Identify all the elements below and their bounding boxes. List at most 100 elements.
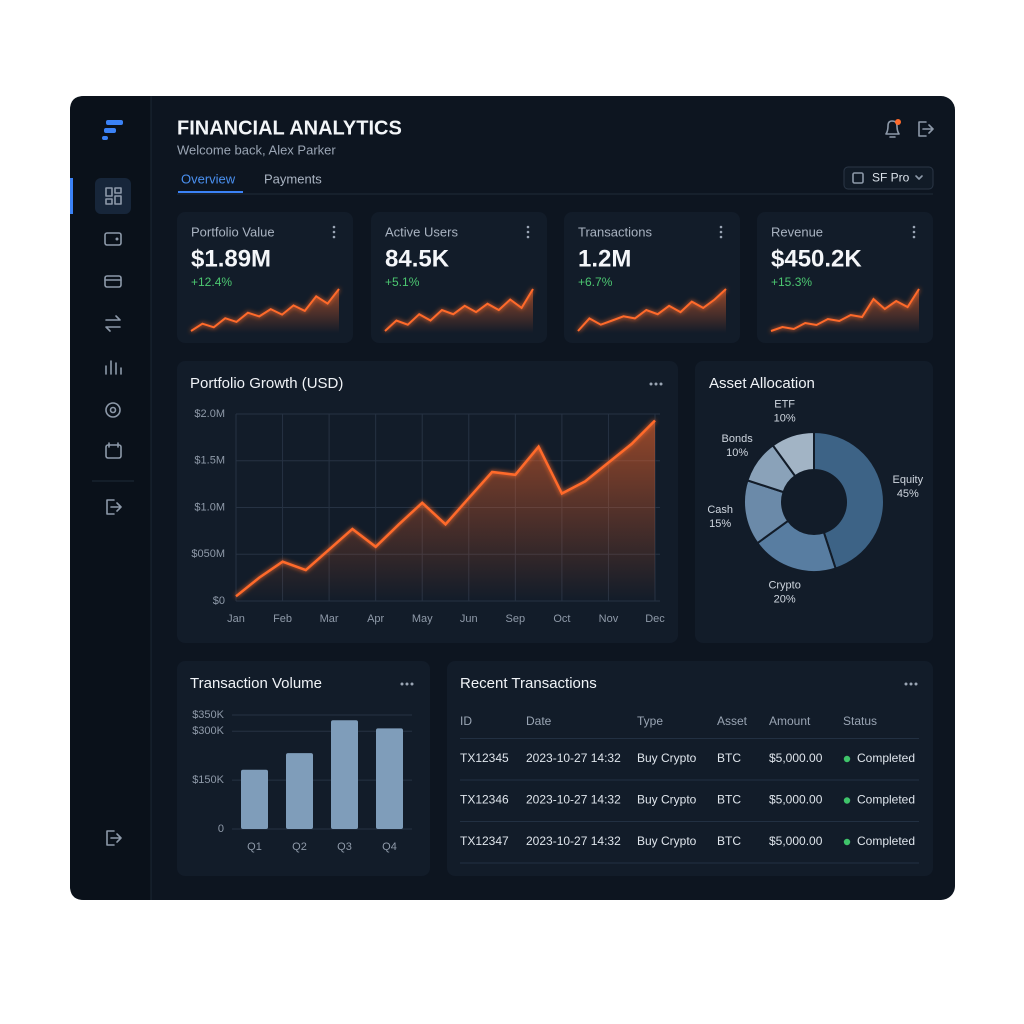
x-tick-label: Q1: [247, 841, 262, 853]
y-tick-label: $1.0M: [194, 501, 225, 513]
y-tick-label: $300K: [192, 725, 224, 737]
kpi-menu-dot[interactable]: [719, 230, 723, 234]
kpi-label: Revenue: [771, 224, 823, 239]
tab[interactable]: Overview: [181, 171, 236, 186]
x-tick-label: Feb: [273, 613, 292, 625]
y-tick-label: $1.5M: [194, 455, 225, 467]
slice-label: Crypto: [768, 579, 800, 591]
chart-title: Portfolio Growth (USD): [190, 375, 343, 392]
kpi-menu-dot[interactable]: [912, 225, 916, 229]
slice-label: ETF: [774, 399, 795, 411]
bell-icon[interactable]: [885, 119, 901, 138]
slice-value: 15%: [709, 518, 731, 530]
pie-slice: [813, 430, 885, 570]
menu-dots[interactable]: [649, 382, 663, 386]
kpi-menu-dot[interactable]: [332, 230, 336, 234]
nav-cards[interactable]: [104, 275, 122, 288]
table-cell: 2023-10-27 14:32: [526, 793, 621, 807]
kpi-change: +5.1%: [385, 275, 420, 289]
x-tick-label: Sep: [506, 613, 526, 625]
x-tick-label: Q2: [292, 841, 307, 853]
table-cell: $5,000.00: [769, 793, 823, 807]
page-subtitle: Welcome back, Alex Parker: [177, 142, 336, 157]
x-tick-label: Dec: [645, 613, 665, 625]
kpi-menu-dot[interactable]: [526, 230, 530, 234]
table-cell: Buy Crypto: [637, 793, 697, 807]
kpi-value: $450.2K: [771, 245, 862, 272]
logo: [102, 120, 123, 140]
nav-logout[interactable]: [106, 499, 122, 515]
kpi-menu-dot[interactable]: [526, 235, 530, 239]
status-dot: [843, 797, 851, 804]
slice-label: Cash: [707, 504, 733, 516]
kpi-menu-dot[interactable]: [526, 225, 530, 229]
x-tick-label: Oct: [553, 613, 570, 625]
slice-label: Bonds: [722, 433, 754, 445]
nav-active-bg: [95, 178, 131, 214]
nav-dashboard[interactable]: [105, 187, 122, 205]
sparkline: [770, 288, 920, 332]
kpi-value: $1.89M: [191, 245, 271, 272]
x-tick-label: Q3: [337, 841, 352, 853]
column-header: ID: [460, 714, 472, 728]
x-tick-label: Mar: [320, 613, 339, 625]
y-tick-label: $0: [213, 595, 225, 607]
chart-title: Asset Allocation: [709, 375, 815, 392]
kpi-change: +6.7%: [578, 275, 613, 289]
table-cell: BTC: [717, 793, 741, 807]
x-tick-label: Q4: [382, 841, 397, 853]
menu-dots[interactable]: [904, 682, 918, 686]
column-header: Amount: [769, 714, 811, 728]
x-tick-label: Apr: [367, 613, 384, 625]
kpi-menu-dot[interactable]: [912, 230, 916, 234]
line: [235, 419, 656, 598]
line-area: [236, 420, 655, 601]
sparkline-area: [191, 289, 339, 333]
logout-icon[interactable]: [918, 121, 934, 137]
nav-analytics[interactable]: [105, 360, 122, 375]
nav-settings[interactable]: [105, 402, 121, 418]
kpi-menu-dot[interactable]: [912, 235, 916, 239]
font-dropdown[interactable]: [843, 166, 934, 190]
dropdown-label[interactable]: SF Pro: [872, 171, 910, 185]
menu-dots[interactable]: [400, 682, 414, 686]
kpi-label: Active Users: [385, 224, 458, 239]
kpi-menu-dot[interactable]: [332, 225, 336, 229]
pie-slice: [771, 430, 815, 478]
column-header: Type: [637, 714, 663, 728]
y-tick-label: $350K: [192, 709, 224, 721]
nav-transfer[interactable]: [105, 315, 121, 332]
kpi-menu-dot[interactable]: [719, 235, 723, 239]
nav-calendar[interactable]: [105, 442, 122, 459]
slice-label: Equity: [893, 474, 924, 486]
status-dot: [843, 755, 851, 763]
page-title: FINANCIAL ANALYTICS: [177, 117, 402, 139]
kpi-label: Portfolio Value: [191, 224, 275, 239]
status-dot: [843, 838, 851, 846]
table-title: Recent Transactions: [460, 675, 597, 692]
tab-underline: [178, 191, 243, 193]
y-tick-label: $150K: [192, 774, 224, 786]
sparkline: [384, 288, 534, 332]
slice-value: 20%: [774, 593, 796, 605]
card: [447, 661, 933, 876]
tab[interactable]: Payments: [264, 171, 322, 186]
bar: [331, 720, 358, 829]
kpi-value: 1.2M: [578, 245, 631, 272]
table-cell: BTC: [717, 834, 741, 848]
kpi-value: 84.5K: [385, 245, 450, 272]
card: [695, 361, 933, 643]
table-cell: Completed: [857, 793, 915, 807]
table-cell: Completed: [857, 834, 915, 848]
column-header: Asset: [717, 714, 748, 728]
active-indicator: [70, 178, 73, 214]
sparkline: [190, 288, 340, 332]
table-cell: 2023-10-27 14:32: [526, 834, 621, 848]
nav-wallet[interactable]: [104, 232, 122, 246]
kpi-menu-dot[interactable]: [332, 235, 336, 239]
sparkline-area: [578, 289, 726, 333]
sidebar: [70, 96, 151, 900]
nav-logout-bottom[interactable]: [106, 830, 122, 846]
kpi-menu-dot[interactable]: [719, 225, 723, 229]
